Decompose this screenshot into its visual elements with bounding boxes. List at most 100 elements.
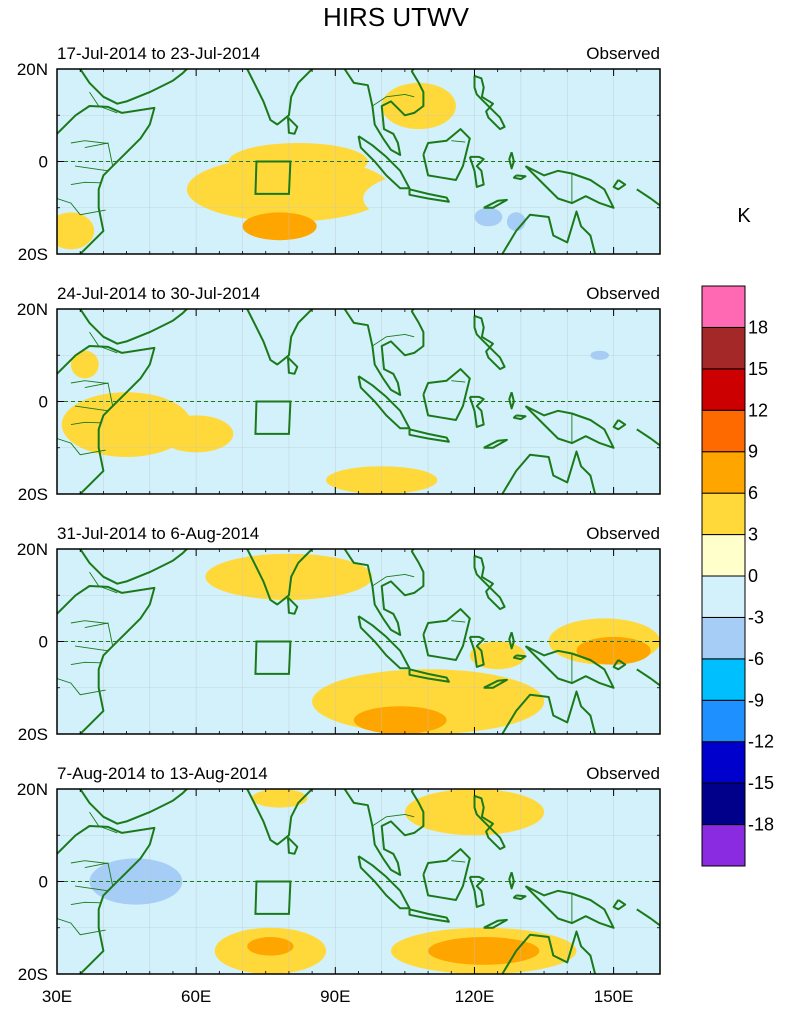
coastline (636, 668, 660, 687)
country-border (451, 620, 466, 623)
anomaly-region (474, 207, 503, 227)
coastline (408, 908, 450, 923)
coastline (408, 428, 450, 443)
coastline (508, 151, 515, 170)
x-tick-label: 120E (455, 987, 495, 1006)
colorbar-swatch (701, 326, 746, 370)
map-panel: 31-Jul-2014 to 6-Aug-2014 Observed 20N 0 20S (17, 524, 661, 744)
colorbar-swatch (701, 492, 746, 536)
figure-title: HIRS UTWV (323, 2, 470, 32)
colorbar-swatch (701, 285, 746, 328)
coastline (636, 188, 660, 207)
coastline (512, 654, 527, 661)
coastline (473, 554, 506, 611)
colorbar-tick-label: -3 (748, 607, 764, 627)
x-tick-label: 30E (42, 987, 72, 1006)
map-content (57, 789, 660, 974)
anomaly-region (506, 212, 526, 231)
colorbar-tick-label: -6 (748, 649, 764, 669)
coastline (79, 789, 188, 825)
coastline (287, 356, 299, 375)
coastline (357, 375, 411, 430)
coastline (501, 930, 597, 974)
coastline (468, 155, 485, 188)
panel-source-label: Observed (586, 524, 660, 543)
country-border (89, 331, 118, 354)
colorbar-unit-label: K (737, 205, 751, 227)
y-tick-label: 0 (39, 393, 48, 412)
coastline (422, 128, 471, 181)
country-border (84, 862, 114, 887)
coastline (473, 314, 506, 371)
coastline (473, 74, 506, 131)
colorbar-swatch (701, 409, 746, 453)
colorbar-tick-label: 12 (748, 400, 768, 420)
coastline (512, 174, 527, 181)
anomaly-region (247, 937, 294, 956)
country-border (57, 918, 106, 936)
colorbar-swatch (701, 658, 746, 701)
map-content (57, 549, 660, 734)
panel-source-label: Observed (586, 44, 660, 63)
colorbar-tick-label: -12 (748, 732, 774, 752)
coastline (228, 309, 425, 396)
coastline (612, 179, 627, 191)
coastline (79, 549, 188, 585)
map-panels: 17-Jul-2014 to 23-Jul-2014 Observed 20N 0 20… (17, 44, 661, 984)
panel-source-label: Observed (586, 764, 660, 783)
country-border (84, 382, 114, 407)
map-panel: 7-Aug-2014 to 13-Aug-2014 Observed 20N 0 20S (17, 764, 661, 984)
y-tick-label: 0 (39, 153, 48, 172)
anomaly-region (251, 789, 308, 808)
colorbar-tick-label: 0 (748, 566, 758, 586)
coastline (636, 908, 660, 927)
colorbar-tick-label: 3 (748, 525, 758, 545)
country-border (451, 140, 466, 143)
country-border (75, 645, 109, 652)
country-border (70, 860, 109, 864)
map-panel: 17-Jul-2014 to 23-Jul-2014 Observed 20N 0 20… (17, 44, 661, 264)
country-border (84, 622, 114, 647)
country-border (89, 811, 118, 834)
colorbar-swatch (701, 368, 746, 411)
colorbar: -18 -15 -12 -9 -6 -3 0 3 6 9 12 15 18 (701, 285, 774, 867)
coastline (508, 631, 515, 650)
coastline (287, 596, 299, 615)
colorbar-swatch (701, 534, 746, 577)
coastline (612, 899, 627, 911)
coastline (508, 871, 515, 890)
anomaly-region (70, 350, 99, 379)
country-border (70, 661, 102, 666)
coastline (473, 794, 506, 851)
coastline (501, 450, 597, 494)
y-tick-label: 20N (17, 540, 48, 559)
colorbar-tick-label: -15 (748, 773, 774, 793)
colorbar-swatch (701, 741, 746, 784)
y-tick-label: 20S (18, 245, 48, 264)
country-border (89, 91, 118, 114)
country-border (372, 573, 415, 587)
country-border (372, 93, 415, 107)
y-tick-label: 20N (17, 780, 48, 799)
colorbar-tick-label: 18 (748, 317, 768, 337)
coastline (408, 188, 450, 203)
country-border (57, 678, 106, 696)
anomaly-region (428, 937, 540, 965)
index-region-box (254, 640, 292, 675)
coastline (287, 836, 299, 855)
coastline (612, 419, 627, 431)
anomaly-region (557, 322, 651, 370)
y-tick-label: 20S (18, 725, 48, 744)
coastline (228, 789, 425, 876)
y-tick-label: 20S (18, 485, 48, 504)
colorbar-tick-label: 15 (748, 359, 768, 379)
country-border (451, 380, 466, 383)
colorbar-tick-label: -9 (748, 690, 764, 710)
country-border (70, 620, 109, 624)
anomaly-region (57, 212, 95, 250)
coastline (357, 855, 411, 910)
colorbar-tick-label: -18 (748, 815, 774, 835)
map-panel: 24-Jul-2014 to 30-Jul-2014 Observed 20N 0 20… (17, 284, 661, 504)
coastline (468, 395, 485, 428)
country-border (70, 380, 109, 384)
